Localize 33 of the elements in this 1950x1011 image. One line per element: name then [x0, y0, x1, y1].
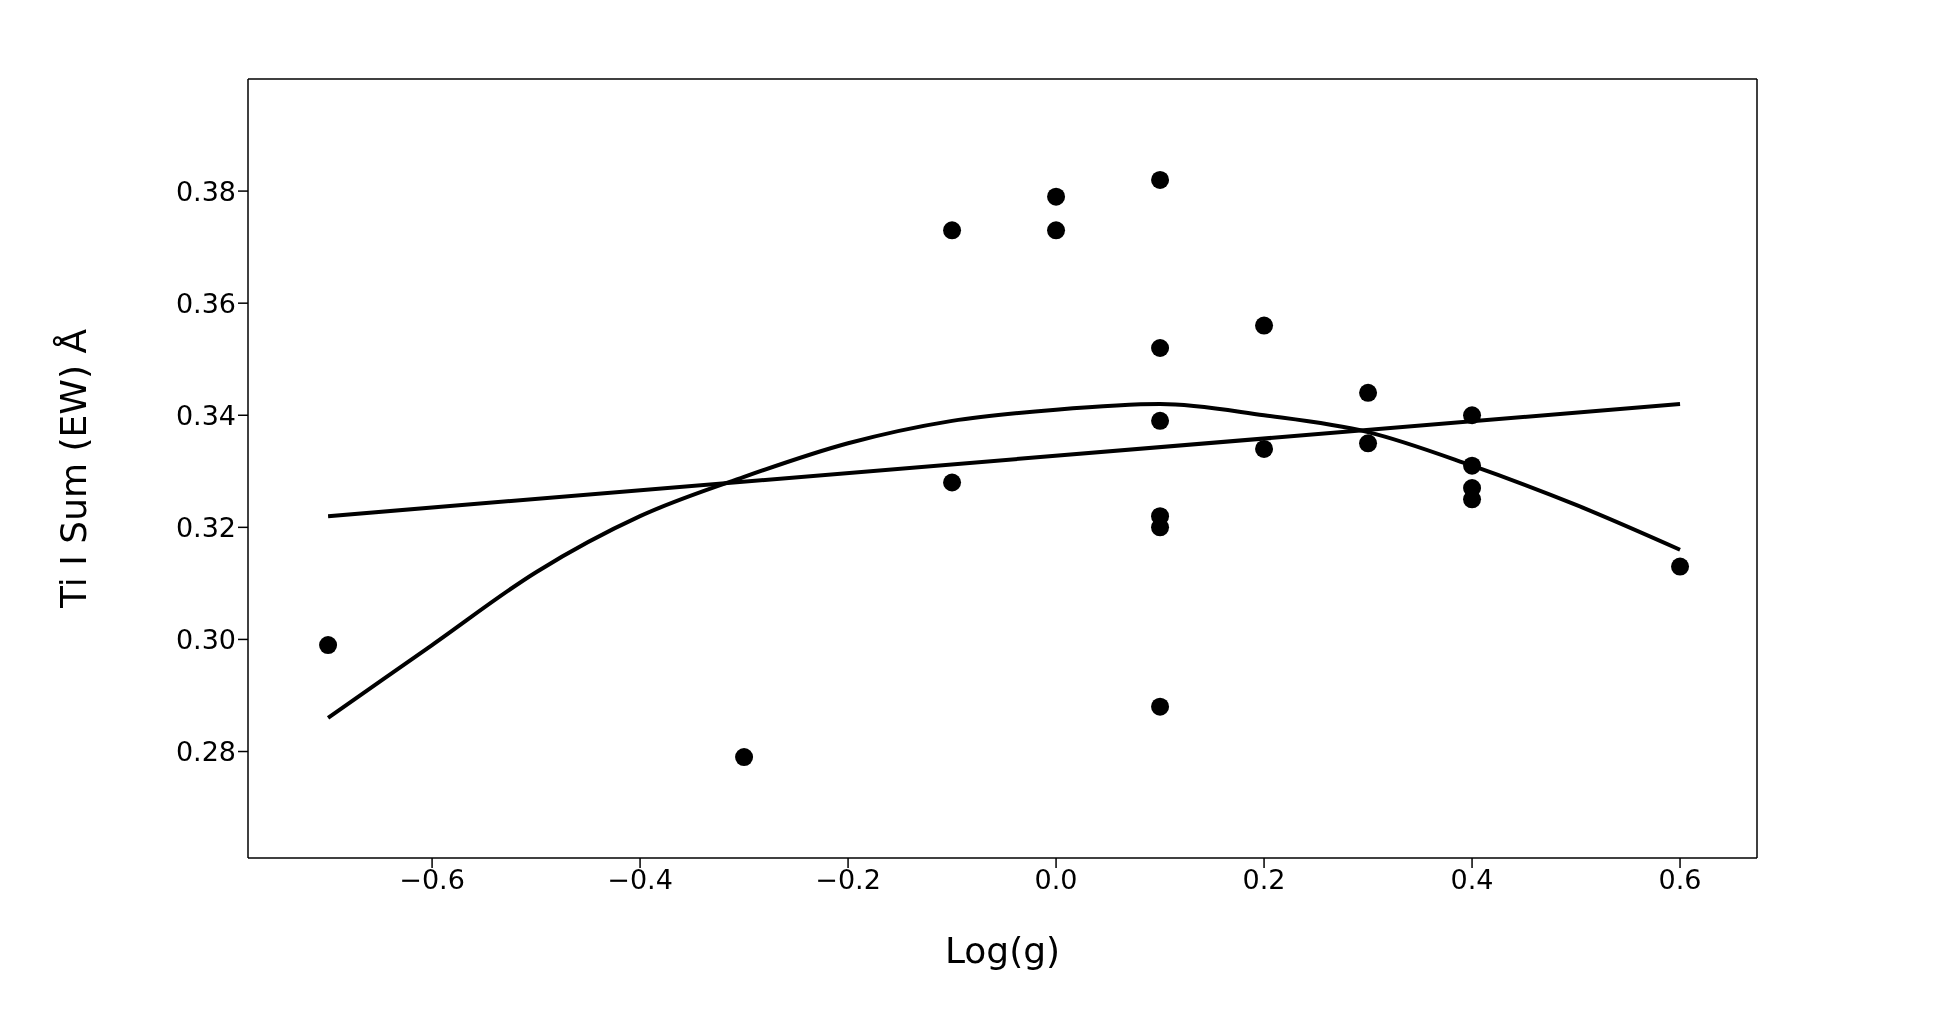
x-tick-label: 0.4	[1450, 864, 1494, 896]
point	[1151, 339, 1170, 358]
point	[1463, 456, 1482, 475]
x-tick-label: −0.6	[399, 864, 465, 896]
point	[1151, 411, 1170, 430]
line-series	[326, 402, 1683, 720]
x-tick-label: 0.0	[1034, 864, 1078, 896]
point	[943, 221, 962, 240]
point	[1151, 170, 1170, 189]
point	[735, 748, 754, 767]
point	[1255, 316, 1274, 335]
y-tick-label: 0.36	[175, 287, 236, 319]
point	[1255, 439, 1274, 458]
point	[1463, 406, 1482, 425]
point	[319, 636, 338, 655]
point	[1359, 383, 1378, 402]
x-tick-label: 0.6	[1658, 864, 1702, 896]
x-tick-label: −0.2	[815, 864, 881, 896]
x-tick-label: 0.2	[1242, 864, 1286, 896]
point	[943, 473, 962, 492]
point	[1151, 697, 1170, 716]
point	[1359, 434, 1378, 453]
y-tick-label: 0.38	[175, 175, 236, 207]
y-tick-label: 0.30	[175, 624, 236, 656]
point	[1671, 557, 1690, 576]
point	[1047, 187, 1066, 206]
x-axis-title: Log(g)	[944, 930, 1061, 971]
y-tick-label: 0.34	[175, 399, 236, 431]
y-tick-label: 0.32	[175, 511, 236, 543]
y-axis-title: Ti I Sum (EW) Å	[51, 328, 94, 610]
y-tick-label: 0.28	[175, 736, 236, 768]
point	[1047, 221, 1066, 240]
x-tick-label: −0.4	[607, 864, 673, 896]
